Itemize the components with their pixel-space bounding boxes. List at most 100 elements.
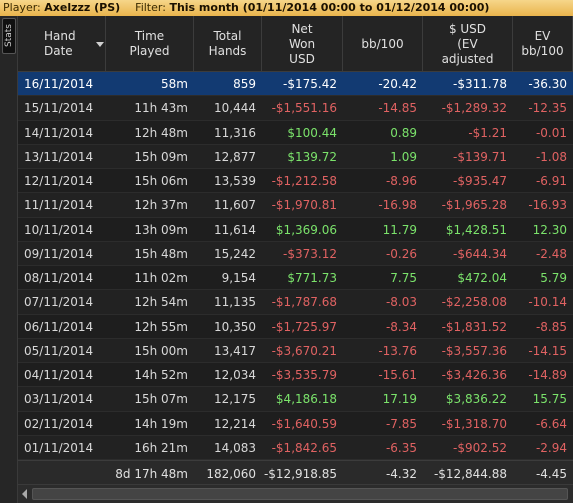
stats-tab[interactable]: Stats [2,18,16,54]
sort-descending-icon[interactable] [96,42,104,47]
cell-ev-bb: -6.64 [535,416,567,431]
cell-bb: -8.96 [385,174,417,188]
cell-ev-bb: -8.85 [535,319,567,334]
cell-time: 15h 00m [134,343,188,358]
cell-time: 58m [161,77,188,91]
cell-ev-usd: -$2,258.08 [441,295,507,310]
column-header-date[interactable]: Hand Date [18,16,106,72]
table-row[interactable]: 03/11/2014 15h 07m 12,175 $4,186.18 17.19 $3,… [18,387,573,412]
cell-date: 16/11/2014 [24,77,94,91]
cell-time: 11h 02m [134,271,188,285]
cell-date: 11/11/2014 [24,198,94,213]
cell-ev-bb: 12.30 [532,222,567,237]
cell-time: 12h 54m [134,295,188,310]
table-row[interactable]: 12/11/2014 15h 06m 13,539 -$1,212.58 -8.96 -$… [18,169,573,194]
table-row[interactable]: 08/11/2014 11h 02m 9,154 $771.73 7.75 $472.04… [18,266,573,291]
cell-ev-usd: -$1.21 [468,125,507,140]
cell-date: 02/11/2014 [24,416,94,431]
table-row[interactable]: 01/11/2014 16h 21m 14,083 -$1,842.65 -6.35 -$… [18,435,573,460]
table-row[interactable]: 10/11/2014 13h 09m 11,614 $1,369.06 11.79 $1,… [18,218,573,242]
column-header-hands[interactable]: Total Hands [194,16,262,72]
column-header-time[interactable]: Time Played [106,16,194,72]
cell-date: 03/11/2014 [24,392,94,407]
horizontal-scrollbar[interactable] [18,484,573,503]
cell-time: 14h 19m [134,416,188,431]
column-header-ev-bb[interactable]: EV bb/100 [513,16,573,72]
cell-hands: 13,417 [214,343,256,358]
table-row[interactable]: 09/11/2014 15h 48m 15,242 -$373.12 -0.26 -$64… [18,241,573,266]
cell-hands: 12,877 [214,149,256,164]
scroll-left-arrow-icon[interactable] [22,489,27,499]
column-header-ev-usd[interactable]: $ USD (EV adjusted [423,16,513,72]
cell-net: -$1,551.16 [271,101,337,116]
table-row[interactable]: 13/11/2014 15h 09m 12,877 $139.72 1.09 -$139.… [18,144,573,169]
table-row[interactable]: 16/11/2014 58m 859 -$175.42 -20.42 -$311.78 -3… [18,72,573,97]
cell-date: 09/11/2014 [24,246,94,261]
cell-bb: 0.89 [390,125,417,140]
cell-hands: 11,614 [214,222,256,237]
cell-ev-bb: -6.91 [535,174,567,188]
cell-net: $139.72 [287,149,337,164]
total-ev-usd: -$12,844.88 [433,467,507,481]
cell-time: 11h 43m [134,101,188,116]
cell-bb: -8.03 [385,295,417,310]
cell-net: $4,186.18 [275,392,337,407]
column-header-bb[interactable]: bb/100 [343,16,423,72]
cell-date: 08/11/2014 [24,271,94,285]
cell-bb: 17.19 [382,392,417,407]
cell-time: 12h 48m [134,125,188,140]
cell-bb: -16.98 [378,198,417,213]
cell-time: 14h 52m [134,368,188,382]
cell-time: 12h 37m [134,198,188,213]
table-row[interactable]: 02/11/2014 14h 19m 12,214 -$1,640.59 -7.85 -$… [18,412,573,436]
cell-net: $100.44 [287,125,337,140]
cell-bb: -15.61 [378,368,417,382]
filter-label: Filter: [135,1,166,14]
filter-bar: Player: Axelzzz (PS) Filter: This month … [0,0,573,16]
cell-date: 01/11/2014 [24,440,94,455]
cell-ev-bb: -16.93 [528,198,567,213]
cell-hands: 11,607 [214,198,256,213]
cell-hands: 9,154 [221,271,256,285]
side-panel: Stats [0,16,18,503]
table-row[interactable]: 06/11/2014 12h 55m 10,350 -$1,725.97 -8.34 -$… [18,315,573,339]
table-row[interactable]: 15/11/2014 11h 43m 10,444 -$1,551.16 -14.85 -… [18,96,573,121]
cell-bb: 11.79 [382,222,417,237]
cell-hands: 10,444 [214,101,256,116]
table-row[interactable]: 14/11/2014 12h 48m 11,316 $100.44 0.89 -$1.21… [18,121,573,145]
cell-ev-bb: -14.89 [528,368,567,382]
column-header-net[interactable]: Net Won USD [262,16,343,72]
cell-net: -$1,842.65 [271,440,337,455]
cell-net: -$1,970.81 [271,198,337,213]
cell-time: 15h 06m [134,174,188,188]
cell-date: 10/11/2014 [24,222,94,237]
table-row[interactable]: 11/11/2014 12h 37m 11,607 -$1,970.81 -16.98 -… [18,193,573,218]
cell-time: 15h 07m [134,392,188,407]
table-row[interactable]: 07/11/2014 12h 54m 11,135 -$1,787.68 -8.03 -$… [18,290,573,315]
cell-hands: 10,350 [214,319,256,334]
cell-ev-usd: -$1,965.28 [441,198,507,213]
total-hands: 182,060 [206,467,256,481]
cell-date: 06/11/2014 [24,319,94,334]
cell-ev-usd: -$1,831.52 [441,319,507,334]
cell-net: -$1,787.68 [271,295,337,310]
cell-bb: -20.42 [378,77,417,91]
cell-ev-usd: -$644.34 [453,246,507,261]
cell-net: -$1,725.97 [271,319,337,334]
player-value: Axelzzz (PS) [44,1,121,14]
total-time: 8d 17h 48m [115,467,188,481]
cell-hands: 14,083 [214,440,256,455]
cell-net: $771.73 [287,271,337,285]
cell-ev-usd: -$3,557.36 [441,343,507,358]
scroll-thumb[interactable] [32,488,568,500]
cell-date: 12/11/2014 [24,174,94,188]
table-row[interactable]: 05/11/2014 15h 00m 13,417 -$3,670.21 -13.76 -… [18,338,573,363]
cell-time: 15h 48m [134,246,188,261]
cell-hands: 15,242 [214,246,256,261]
grid-body: 16/11/2014 58m 859 -$175.42 -20.42 -$311.78 -3… [18,72,573,460]
cell-net: -$373.12 [283,246,337,261]
cell-ev-usd: -$311.78 [453,77,507,91]
cell-ev-usd: -$1,318.70 [441,416,507,431]
table-row[interactable]: 04/11/2014 14h 52m 12,034 -$3,535.79 -15.61 -… [18,363,573,388]
cell-ev-bb: -10.14 [528,295,567,310]
